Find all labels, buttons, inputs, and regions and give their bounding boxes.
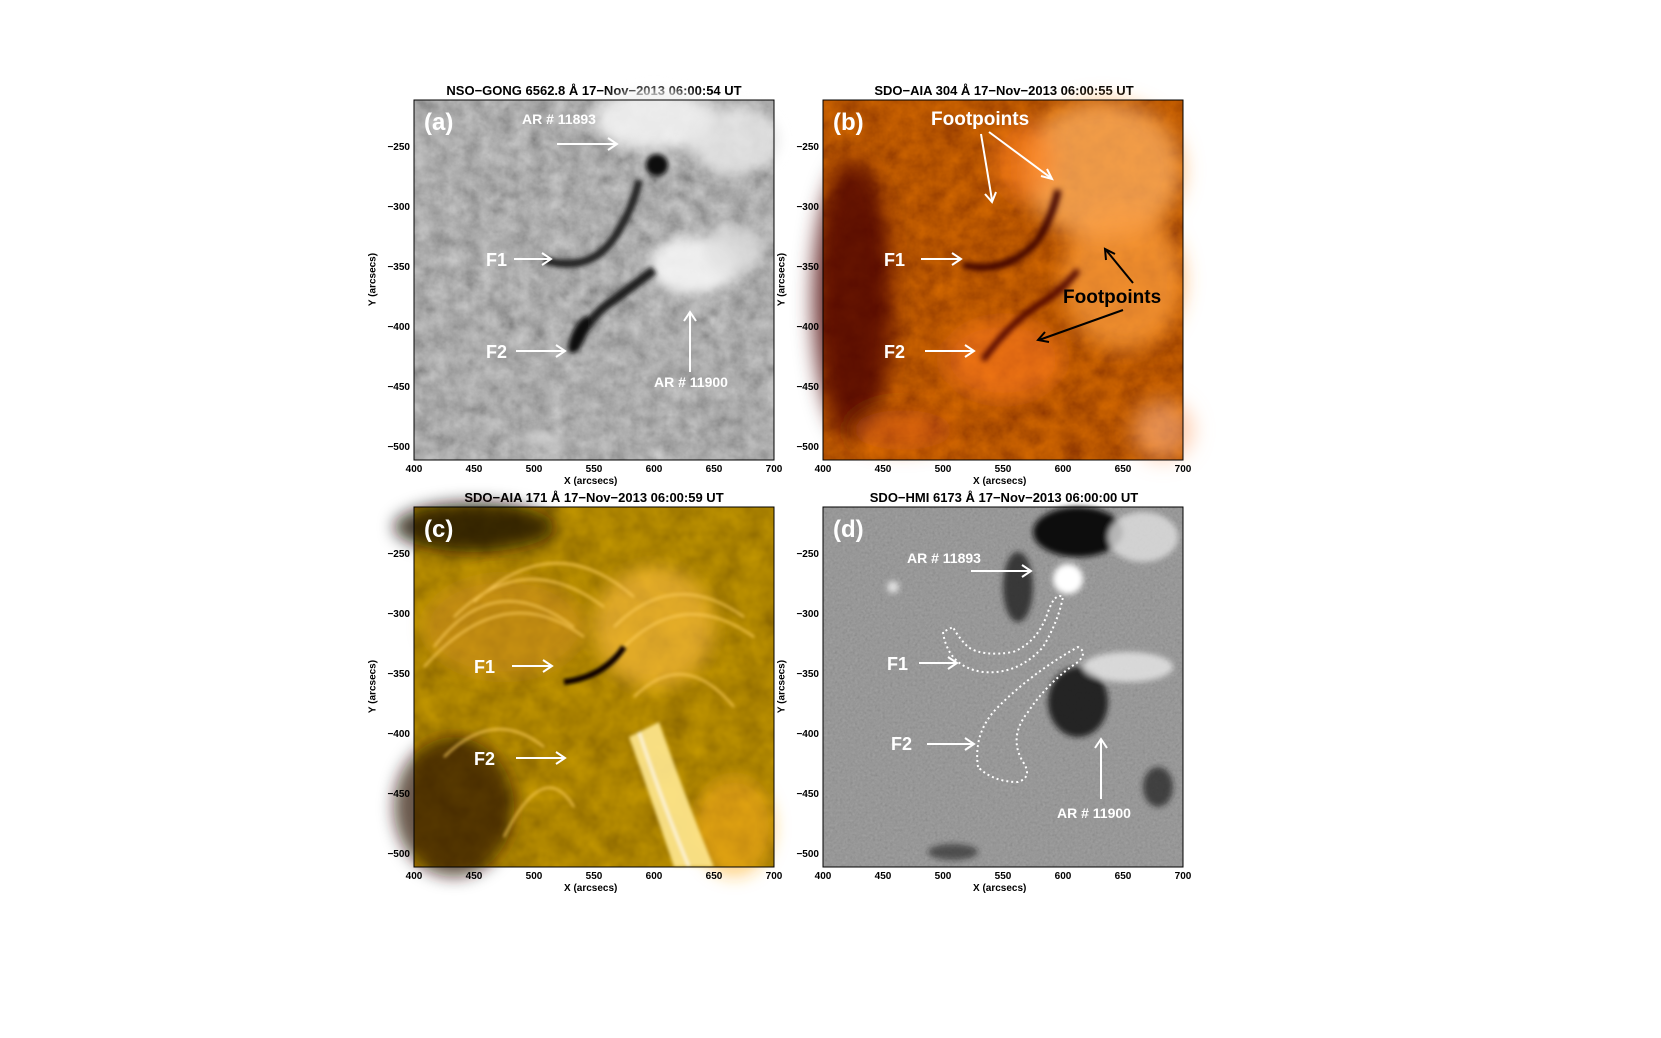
panel-d-label: (d): [833, 516, 864, 543]
panel-a-xtick: 400: [405, 464, 423, 475]
panel-d-ytick: −300: [796, 609, 819, 620]
panel-b-ytick: −250: [796, 142, 819, 153]
panel-c-xtick: 600: [645, 871, 663, 882]
panel-d-image: (d) AR # 11893 F1 F2 AR # 11900: [822, 506, 1184, 868]
panel-a-xtick: 650: [705, 464, 723, 475]
annotation-f2: F2: [891, 734, 912, 754]
panel-b-title: SDO−AIA 304 Å 17−Nov−2013 06:00:55 UT: [874, 83, 1134, 98]
panel-b-image: (b) Footpoints F1 Footpoints F2: [813, 99, 1193, 461]
panel-a-xtick: 600: [645, 464, 663, 475]
panel-b-ylabel: Y (arcsecs): [776, 252, 788, 307]
panel-b-ytick: −300: [796, 202, 819, 213]
panel-d-xtick: 400: [814, 871, 832, 882]
panel-c-ytick: −300: [387, 609, 410, 620]
panel-b-xtick: 600: [1054, 464, 1072, 475]
annotation-footpoints-top: Footpoints: [931, 109, 1029, 130]
panel-a-title: NSO−GONG 6562.8 Å 17−Nov−2013 06:00:54 U…: [446, 83, 742, 98]
panel-b-ytick: −350: [796, 262, 819, 273]
panel-d-ytick: −400: [796, 729, 819, 740]
annotation-footpoints-bottom: Footpoints: [1063, 287, 1161, 308]
panel-d-xtick: 600: [1054, 871, 1072, 882]
panel-d-xtick: 650: [1114, 871, 1132, 882]
panel-b-label: (b): [833, 109, 864, 136]
panel-a-ytick: −350: [387, 262, 410, 273]
panel-d-xtick: 700: [1174, 871, 1192, 882]
panel-d-ytick: −500: [796, 849, 819, 860]
panel-d-xtick: 450: [874, 871, 892, 882]
panel-c-ytick: −350: [387, 669, 410, 680]
panel-c-xtick: 400: [405, 871, 423, 882]
panel-d-ytick: −450: [796, 789, 819, 800]
f1-contour: [941, 595, 1065, 674]
panel-a-xtick: 550: [585, 464, 603, 475]
panel-a-xtick: 700: [765, 464, 783, 475]
annotation-ar11900: AR # 11900: [1057, 805, 1131, 821]
panel-c-ytick: −400: [387, 729, 410, 740]
panel-c-xtick: 650: [705, 871, 723, 882]
panel-c-ytick: −500: [387, 849, 410, 860]
annotation-f1: F1: [884, 250, 905, 270]
panel-d-ytick: −350: [796, 669, 819, 680]
annotation-f1: F1: [887, 654, 908, 674]
panel-d-xtick: 500: [934, 871, 952, 882]
panel-c-image: (c) F1 F2: [394, 502, 775, 877]
panel-a-ylabel: Y (arcsecs): [367, 252, 379, 307]
f2-contour: [976, 645, 1084, 784]
annotation-f1: F1: [474, 657, 495, 677]
panel-c-ytick: −250: [387, 549, 410, 560]
annotation-ar11893: AR # 11893: [522, 111, 596, 127]
annotation-f2: F2: [486, 342, 507, 362]
panel-c-ylabel: Y (arcsecs): [367, 659, 379, 714]
panel-b-xtick: 650: [1114, 464, 1132, 475]
panel-a-label: (a): [424, 109, 453, 136]
panel-b-xtick: 400: [814, 464, 832, 475]
panel-a-xlabel: X (arcsecs): [564, 476, 618, 487]
panel-b-ytick: −400: [796, 322, 819, 333]
panel-c-title: SDO−AIA 171 Å 17−Nov−2013 06:00:59 UT: [464, 490, 724, 505]
panel-b-xtick: 700: [1174, 464, 1192, 475]
annotation-ar11900: AR # 11900: [654, 374, 728, 390]
panel-b-ytick: −500: [796, 442, 819, 453]
panel-d-xlabel: X (arcsecs): [973, 883, 1027, 894]
panel-d-ytick: −250: [796, 549, 819, 560]
annotation-ar11893: AR # 11893: [907, 550, 981, 566]
panel-a-ytick: −400: [387, 322, 410, 333]
panel-a-image: (a) AR # 11893 F1 F2 AR # 11900: [413, 90, 779, 461]
panel-b-ytick: −450: [796, 382, 819, 393]
annotation-f1: F1: [486, 250, 507, 270]
panel-d-ylabel: Y (arcsecs): [776, 659, 788, 714]
panel-a-ytick: −300: [387, 202, 410, 213]
panel-b-xtick: 500: [934, 464, 952, 475]
panel-a-ytick: −500: [387, 442, 410, 453]
panel-c-xtick: 700: [765, 871, 783, 882]
panel-c-xtick: 550: [585, 871, 603, 882]
panel-a-xtick: 500: [525, 464, 543, 475]
panel-d-title: SDO−HMI 6173 Å 17−Nov−2013 06:00:00 UT: [869, 490, 1139, 505]
panel-c-label: (c): [424, 516, 453, 543]
panel-a-ytick: −250: [387, 142, 410, 153]
panel-b-xtick: 550: [994, 464, 1012, 475]
panel-c-xlabel: X (arcsecs): [564, 883, 618, 894]
panel-c-xtick: 500: [525, 871, 543, 882]
panel-a-ytick: −450: [387, 382, 410, 393]
panel-c-ytick: −450: [387, 789, 410, 800]
annotation-f2: F2: [474, 749, 495, 769]
panel-b-xtick: 450: [874, 464, 892, 475]
panel-c-xtick: 450: [465, 871, 483, 882]
panel-d-xtick: 550: [994, 871, 1012, 882]
panel-a-xtick: 450: [465, 464, 483, 475]
annotation-f2: F2: [884, 342, 905, 362]
panel-b-xlabel: X (arcsecs): [973, 476, 1027, 487]
